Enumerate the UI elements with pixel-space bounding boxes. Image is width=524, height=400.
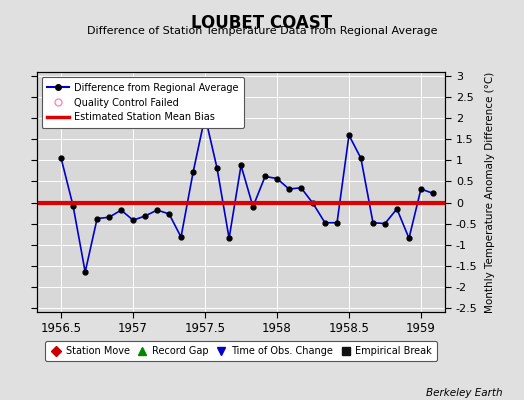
Text: Berkeley Earth: Berkeley Earth bbox=[427, 388, 503, 398]
Y-axis label: Monthly Temperature Anomaly Difference (°C): Monthly Temperature Anomaly Difference (… bbox=[485, 71, 495, 313]
Text: Difference of Station Temperature Data from Regional Average: Difference of Station Temperature Data f… bbox=[87, 26, 437, 36]
Legend: Station Move, Record Gap, Time of Obs. Change, Empirical Break: Station Move, Record Gap, Time of Obs. C… bbox=[45, 342, 437, 361]
Legend: Difference from Regional Average, Quality Control Failed, Estimated Station Mean: Difference from Regional Average, Qualit… bbox=[41, 77, 244, 128]
Text: LOUBET COAST: LOUBET COAST bbox=[191, 14, 333, 32]
